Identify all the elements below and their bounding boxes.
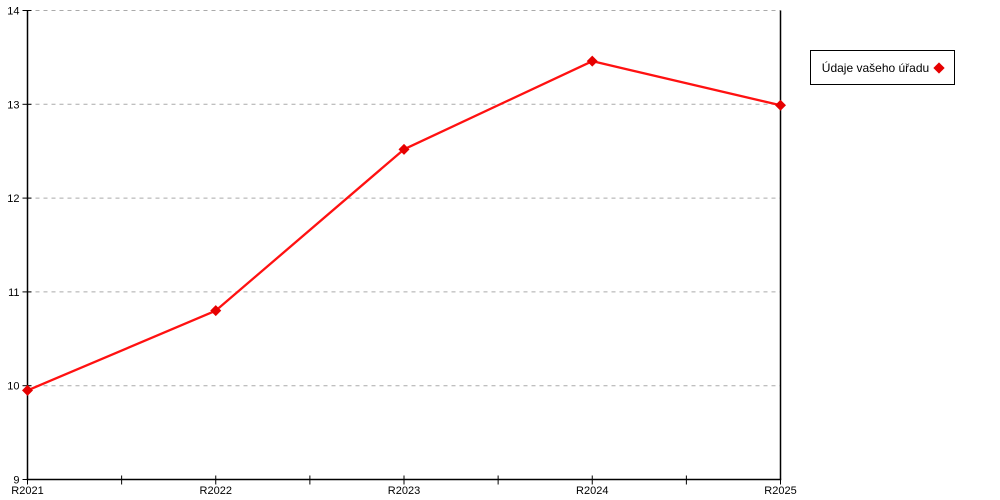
x-tick-label: R2022: [200, 485, 232, 497]
series-line: [26, 60, 782, 392]
y-tick-label: 14: [7, 6, 19, 18]
data-point-diamond: [398, 143, 410, 155]
data-point-diamond: [775, 99, 786, 111]
legend-diamond-icon: [933, 61, 945, 74]
x-tick-label: R2023: [388, 485, 420, 497]
data-point-diamond: [210, 305, 222, 317]
y-tick-label: 13: [7, 99, 19, 111]
x-tick-label: R2025: [764, 485, 796, 497]
y-tick-label: 12: [7, 193, 19, 205]
y-tick-label: 11: [8, 287, 19, 299]
y-tick-label: 10: [7, 381, 19, 393]
y-tick-label: 9: [13, 475, 19, 487]
x-tick-label: R2021: [11, 485, 43, 497]
x-tick-label: R2024: [576, 485, 608, 497]
data-point-diamond: [586, 55, 598, 67]
legend-series-label: Údaje vašeho úřadu: [821, 60, 930, 75]
legend: Údaje vašeho úřadu: [810, 50, 955, 85]
data-point-diamond: [22, 384, 33, 396]
